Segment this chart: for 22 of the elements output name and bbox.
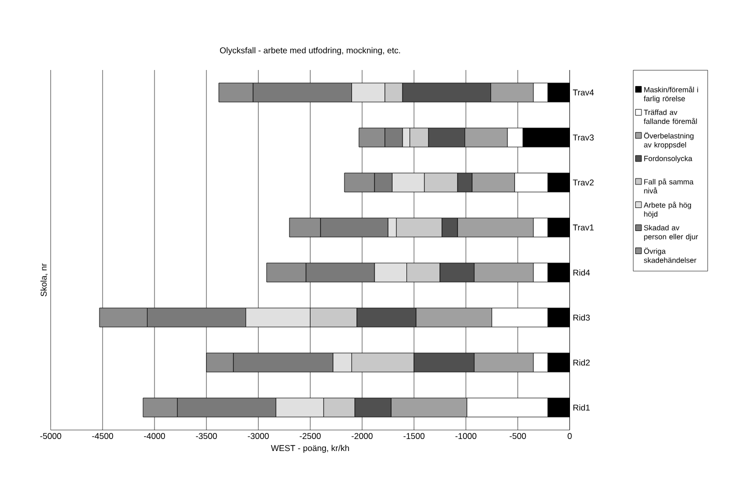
y-tick-label: Trav3 xyxy=(572,134,594,140)
y-tick-label: Rid3 xyxy=(573,314,590,321)
y-tick-label: Rid2 xyxy=(573,359,590,366)
y-tick-label: Trav4 xyxy=(572,90,594,96)
y-tick-label: Rid4 xyxy=(573,269,590,276)
x-tick-label: -4500 xyxy=(92,433,114,440)
chart-title: Olycksfall - arbete med utfodring, mockning, etc. xyxy=(220,47,400,55)
x-tick-label: -2500 xyxy=(300,433,321,440)
x-tick-label: -4000 xyxy=(144,433,165,440)
x-tick-label: -500 xyxy=(510,433,526,440)
y-tick-label: Rid1 xyxy=(573,404,590,411)
x-tick-label: -1000 xyxy=(455,433,476,440)
x-axis-title: WEST - poäng, kr/kh xyxy=(270,444,349,453)
x-tick-label: -1500 xyxy=(404,433,424,440)
y-axis-title: Skola, nr xyxy=(40,263,48,296)
x-tick-label: -3000 xyxy=(248,433,269,440)
x-tick-label: -3500 xyxy=(196,433,217,440)
y-tick-label: Trav2 xyxy=(572,180,594,186)
y-tick-label: Trav1 xyxy=(572,224,594,230)
x-tick-label: -2000 xyxy=(352,433,373,440)
x-tick-label: 0 xyxy=(568,433,572,440)
x-tick-label: -5000 xyxy=(40,433,62,440)
